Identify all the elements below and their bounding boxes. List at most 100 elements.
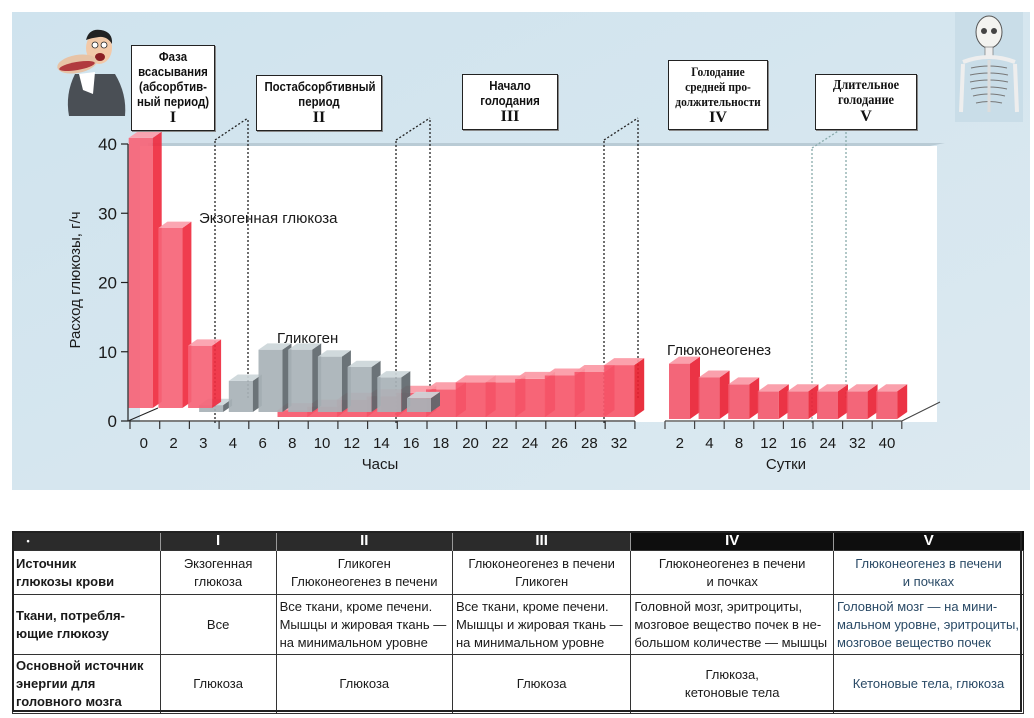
cell-line: Мышцы и жировая ткань — [455, 616, 623, 632]
cell-line: Глюконеогенез в печени [468, 555, 615, 571]
phase-3-numeral: III [500, 108, 520, 125]
glycogen-bar-8-top [407, 391, 440, 399]
cell-line: Все [206, 616, 230, 632]
hours-tick-label-20: 20 [462, 435, 479, 452]
cell-line: и почках [706, 573, 758, 589]
table-body: Источник глюкозы крови Экзогенная глюкоза Гл… [12, 550, 1025, 714]
glycogen-bar-2-top [228, 374, 262, 381]
days-tick-label-8: 8 [735, 435, 743, 452]
phase-4-line-1: Голодание [691, 63, 745, 79]
glycogen-bar-8-side [431, 391, 440, 412]
phase-1-line-3: (абсорбтив- [139, 79, 207, 94]
cell-line: Все ткани, кроме печени. [455, 598, 609, 614]
row-label-blood-glucose-source: Источник глюкозы крови [12, 550, 161, 595]
hours-tick-label-4: 4 [229, 435, 237, 452]
cell-brain-energy-source-phase-1: Глюкоза [159, 654, 277, 714]
table-row-blood-glucose-source: Источник глюкозы крови Экзогенная глюкоза Гл… [12, 550, 1025, 595]
glycogen-bar-3-top [258, 343, 292, 350]
table-header-phase-5: V [832, 531, 1024, 551]
exogenous-glucose-bar-3-top [188, 339, 222, 346]
bars-group [128, 131, 908, 419]
exogenous-glucose-bar-1 [128, 131, 162, 409]
glycogen-bar-1-front [199, 405, 224, 412]
hours-tick-label-14: 14 [373, 435, 390, 452]
table-header-phase-3: III [451, 531, 631, 551]
gluconeogenesis-hours-bar-10-front [544, 375, 575, 417]
glucose-consumption-chart: 0 10 20 30 40 Расход глюкозы, г/ч 0 2 3 4 6 8 10 12 14… [12, 12, 1030, 490]
hours-tick-label-26: 26 [551, 435, 568, 452]
phase-1-numeral: I [169, 109, 177, 126]
exogenous-glucose-bar-3 [188, 339, 222, 408]
hours-axis-title: Часы [362, 456, 399, 473]
gluconeogenesis-hours-bar-1-front [277, 410, 308, 417]
cell-line: Все ткани, кроме печени. [279, 598, 433, 614]
hours-tick-label-6: 6 [258, 435, 266, 452]
gluconeogenesis-days-bar-3 [728, 377, 760, 419]
glycogen-bar-7 [377, 371, 411, 412]
gluconeogenesis-days-bar-8 [876, 384, 908, 419]
exogenous-glucose-bar-2-front [158, 227, 183, 408]
glycogen-bar-5-front [317, 356, 342, 412]
glycogen-bar-3 [258, 343, 292, 412]
hours-tick-label-12: 12 [343, 435, 360, 452]
row-label-line: головного мозга [16, 694, 122, 709]
gluconeogenesis-days-bar-5-side [808, 384, 819, 419]
phase-5-line-2: голодание [837, 93, 895, 108]
exogenous-glucose-bar-1-front [128, 137, 153, 409]
y-tick-label-0: 0 [108, 412, 117, 431]
gluconeogenesis-days-bar-5 [787, 384, 819, 419]
gluconeogenesis-days-bar-5-top [787, 384, 819, 392]
cell-line: Мышцы и жировая ткань — [279, 616, 447, 632]
gluconeogenesis-days-bar-4-top [757, 384, 789, 392]
glycogen-bar-2-front [228, 380, 253, 412]
phase-5-numeral: V [860, 108, 872, 125]
phase-1-line-4: ный период) [136, 94, 210, 109]
cell-line: кетоновые тела [684, 685, 780, 700]
days-tick-label-2: 2 [676, 435, 684, 452]
exogenous-glucose-bar-3-side [212, 339, 222, 408]
cell-line: Головной мозг, эритроциты, [634, 598, 803, 614]
phase-3-line-2: голодания [480, 93, 540, 108]
gluconeogenesis-days-bar-1-side [690, 356, 700, 419]
glycogen-bar-4-front [288, 349, 313, 412]
cell-line: Головной мозг — на мини- [836, 598, 998, 614]
gluconeogenesis-days-bar-2-front [698, 377, 720, 419]
cell-glucose-consuming-tissues-phase-3: Все ткани, кроме печени. Мышцы и жировая … [451, 594, 632, 655]
cell-line: Глюкоза [339, 676, 390, 691]
cell-blood-glucose-source-phase-2: Гликоген Глюконеогенез в печени [275, 550, 453, 595]
glycogen-bar-6-front [347, 366, 372, 412]
y-tick-label-10: 10 [98, 343, 117, 362]
gluconeogenesis-days-bar-6-side [838, 384, 848, 419]
gluconeogenesis-days-bar-3-top [728, 377, 760, 385]
floor-edge-right [901, 401, 941, 422]
cell-line: мозговое вещество почек в не- [634, 616, 822, 632]
cell-brain-energy-source-phase-5: Кетоновые тела, глюкоза [832, 654, 1025, 714]
cell-brain-energy-source-phase-3: Глюкоза [451, 654, 632, 714]
gluconeogenesis-days-bar-4 [757, 384, 789, 419]
days-tick-label-4: 4 [705, 435, 713, 452]
days-tick-label-12: 12 [760, 435, 777, 452]
exogenous-glucose-bar-2 [158, 221, 192, 408]
glycogen-bar-5-top [317, 350, 351, 357]
phase-box-2: Постабсорбтивный период II [256, 75, 382, 131]
phase-4-line-2: средней про- [685, 78, 751, 94]
phase-box-4: Голодание средней про- должительности IV [668, 60, 768, 130]
gluconeogenesis-days-bar-6 [817, 384, 848, 419]
row-label-brain-energy-source: Основной источник энергии для головного мо… [12, 654, 161, 714]
phase-4-line-3: должительности [675, 93, 761, 109]
gluconeogenesis-days-bar-7-side [867, 384, 878, 419]
hours-tick-label-0: 0 [140, 435, 148, 452]
gluconeogenesis-days-bar-1 [669, 356, 700, 419]
cell-blood-glucose-source-phase-5: Глюконеогенез в печени и почках [832, 550, 1025, 595]
table-header-phase-2: II [275, 531, 453, 551]
glycogen-bar-5 [317, 350, 351, 412]
gluconeogenesis-days-bar-7 [846, 384, 878, 419]
gluconeogenesis-hours-bar-9-front [515, 378, 546, 417]
gluconeogenesis-hours-bar-12-side [634, 358, 645, 417]
glycogen-bar-4-top [288, 343, 322, 350]
cell-brain-energy-source-phase-2: Глюкоза [275, 654, 453, 714]
floor-edge-left [127, 407, 159, 422]
phase-divider-lines [214, 117, 847, 423]
phase-2-line-2: период [298, 94, 340, 109]
exogenous-glucose-bar-3-front [188, 345, 213, 408]
